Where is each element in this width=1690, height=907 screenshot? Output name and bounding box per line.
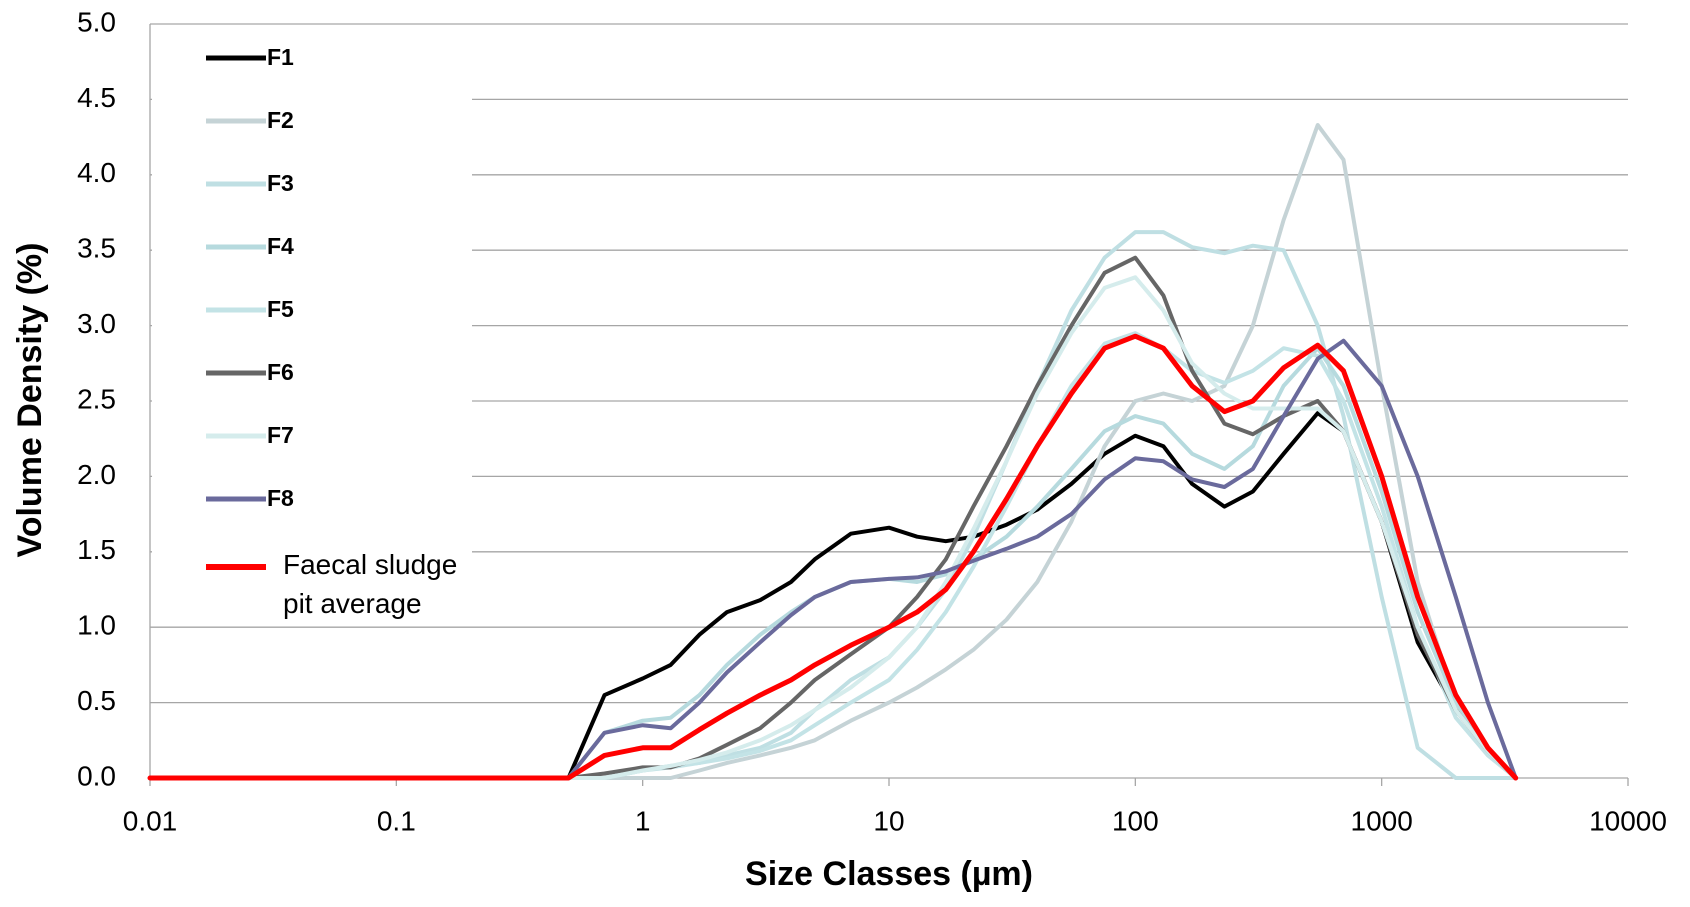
y-tick-label: 0.5 [77, 685, 116, 716]
series-line [147, 333, 1519, 781]
legend-label: Faecal sludge pit average [283, 549, 458, 619]
x-tick-label: 1 [635, 805, 651, 836]
x-tick-label: 10 [873, 805, 904, 836]
x-tick-label: 100 [1112, 805, 1159, 836]
legend-label: F2 [267, 107, 294, 133]
legend-label: F1 [267, 44, 294, 70]
legend-label: F7 [267, 422, 294, 448]
y-tick-label: 4.0 [77, 157, 116, 188]
y-tick-label: 3.0 [77, 308, 116, 339]
y-tick-label: 3.5 [77, 233, 116, 264]
legend-background [152, 40, 472, 610]
y-tick-label: 5.0 [77, 6, 116, 37]
legend-label: F8 [267, 485, 294, 511]
y-axis-title: Volume Density (%) [11, 243, 49, 558]
y-tick-label: 1.0 [77, 610, 116, 641]
y-tick-label: 2.0 [77, 459, 116, 490]
x-tick-label: 0.01 [123, 805, 178, 836]
legend: F1 F2 F3 F4 F5 F6 F7 F8 Faecal sludge pit averag… [152, 40, 472, 619]
x-tick-label: 1000 [1351, 805, 1413, 836]
series-line [148, 338, 1518, 780]
y-tick-label: 0.0 [77, 760, 116, 791]
plot-lines [147, 123, 1519, 781]
y-tick-label: 1.5 [77, 534, 116, 565]
legend-label: F6 [267, 359, 294, 385]
y-tick-label: 4.5 [77, 82, 116, 113]
x-axis-title: Size Classes (µm) [745, 855, 1033, 893]
x-tick-label: 0.1 [377, 805, 416, 836]
legend-label: F4 [267, 233, 294, 259]
legend-label: F5 [267, 296, 294, 322]
x-tick-label: 10000 [1589, 805, 1667, 836]
legend-label: F3 [267, 170, 294, 196]
y-tick-label: 2.5 [77, 383, 116, 414]
series-line [148, 275, 1518, 780]
series-line [148, 346, 1518, 780]
legend-label-box: Faecal sludge pit average [283, 549, 458, 619]
series-line [148, 123, 1518, 780]
grid: 0.0 0.5 1.0 1.5 2.0 2.5 3.0 3.5 4.0 4.5 5.0 0.01 0.1… [77, 6, 1667, 836]
